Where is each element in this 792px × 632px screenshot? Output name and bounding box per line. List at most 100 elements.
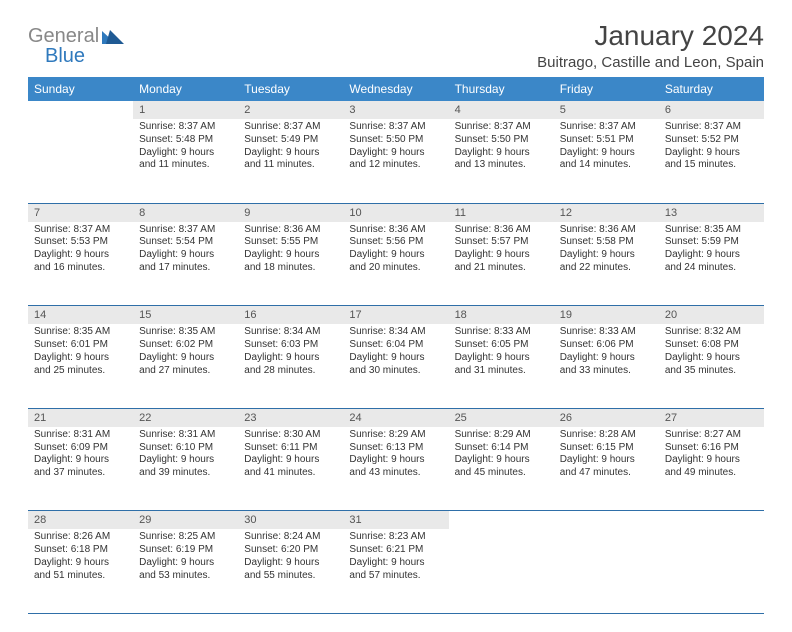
day1-line: Daylight: 9 hours <box>349 352 442 365</box>
day1-line: Daylight: 9 hours <box>139 352 232 365</box>
weekday-header: Saturday <box>659 77 764 101</box>
day1-line: Daylight: 9 hours <box>455 147 548 160</box>
sunrise-line: Sunrise: 8:37 AM <box>349 121 442 134</box>
day-cell: Sunrise: 8:29 AMSunset: 6:14 PMDaylight:… <box>449 427 554 511</box>
day-cell-body: Sunrise: 8:33 AMSunset: 6:06 PMDaylight:… <box>554 324 659 381</box>
weekday-header: Friday <box>554 77 659 101</box>
day-number: 4 <box>449 101 554 119</box>
sunrise-line: Sunrise: 8:26 AM <box>34 531 127 544</box>
day-number: 27 <box>659 409 764 427</box>
sunset-line: Sunset: 6:10 PM <box>139 442 232 455</box>
day-number: 29 <box>133 511 238 529</box>
day-number: 19 <box>554 306 659 324</box>
day-cell-body: Sunrise: 8:33 AMSunset: 6:05 PMDaylight:… <box>449 324 554 381</box>
day-number: 3 <box>343 101 448 119</box>
day1-line: Daylight: 9 hours <box>34 249 127 262</box>
sunrise-line: Sunrise: 8:35 AM <box>665 224 758 237</box>
day-cell-body: Sunrise: 8:36 AMSunset: 5:57 PMDaylight:… <box>449 222 554 279</box>
weekday-header: Tuesday <box>238 77 343 101</box>
day-cell <box>659 529 764 613</box>
day2-line: and 30 minutes. <box>349 365 442 378</box>
day-cell: Sunrise: 8:37 AMSunset: 5:50 PMDaylight:… <box>449 119 554 203</box>
day1-line: Daylight: 9 hours <box>244 249 337 262</box>
sunset-line: Sunset: 6:15 PM <box>560 442 653 455</box>
day-cell-body: Sunrise: 8:37 AMSunset: 5:49 PMDaylight:… <box>238 119 343 176</box>
day-cell-body: Sunrise: 8:27 AMSunset: 6:16 PMDaylight:… <box>659 427 764 484</box>
sunrise-line: Sunrise: 8:30 AM <box>244 429 337 442</box>
sunrise-line: Sunrise: 8:36 AM <box>455 224 548 237</box>
sunrise-line: Sunrise: 8:35 AM <box>139 326 232 339</box>
day-cell-body: Sunrise: 8:37 AMSunset: 5:51 PMDaylight:… <box>554 119 659 176</box>
day2-line: and 35 minutes. <box>665 365 758 378</box>
day-cell: Sunrise: 8:33 AMSunset: 6:06 PMDaylight:… <box>554 324 659 408</box>
day-cell: Sunrise: 8:34 AMSunset: 6:04 PMDaylight:… <box>343 324 448 408</box>
day-number: 5 <box>554 101 659 119</box>
weekday-header: Thursday <box>449 77 554 101</box>
logo-top-line: General <box>28 26 126 46</box>
sunrise-line: Sunrise: 8:36 AM <box>349 224 442 237</box>
day-cell-body: Sunrise: 8:26 AMSunset: 6:18 PMDaylight:… <box>28 529 133 586</box>
sunrise-line: Sunrise: 8:24 AM <box>244 531 337 544</box>
day-cell-body: Sunrise: 8:36 AMSunset: 5:58 PMDaylight:… <box>554 222 659 279</box>
day-number: 8 <box>133 204 238 222</box>
day-number: 18 <box>449 306 554 324</box>
day2-line: and 51 minutes. <box>34 570 127 583</box>
sunset-line: Sunset: 6:18 PM <box>34 544 127 557</box>
sunrise-line: Sunrise: 8:31 AM <box>139 429 232 442</box>
day-number <box>554 511 659 515</box>
sunset-line: Sunset: 5:58 PM <box>560 236 653 249</box>
day-cell: Sunrise: 8:32 AMSunset: 6:08 PMDaylight:… <box>659 324 764 408</box>
day-cell: Sunrise: 8:29 AMSunset: 6:13 PMDaylight:… <box>343 427 448 511</box>
sunset-line: Sunset: 6:14 PM <box>455 442 548 455</box>
sunrise-line: Sunrise: 8:36 AM <box>560 224 653 237</box>
sunrise-line: Sunrise: 8:23 AM <box>349 531 442 544</box>
day1-line: Daylight: 9 hours <box>665 454 758 467</box>
day1-line: Daylight: 9 hours <box>244 557 337 570</box>
day2-line: and 12 minutes. <box>349 159 442 172</box>
day1-line: Daylight: 9 hours <box>665 249 758 262</box>
day1-line: Daylight: 9 hours <box>349 147 442 160</box>
day2-line: and 11 minutes. <box>244 159 337 172</box>
day1-line: Daylight: 9 hours <box>139 249 232 262</box>
day-number: 21 <box>28 409 133 427</box>
day1-line: Daylight: 9 hours <box>455 249 548 262</box>
day-number: 17 <box>343 306 448 324</box>
sunset-line: Sunset: 5:56 PM <box>349 236 442 249</box>
header-row: General Blue January 2024 Buitrago, Cast… <box>28 20 764 71</box>
day-cell: Sunrise: 8:28 AMSunset: 6:15 PMDaylight:… <box>554 427 659 511</box>
sunrise-line: Sunrise: 8:37 AM <box>560 121 653 134</box>
day1-line: Daylight: 9 hours <box>349 249 442 262</box>
day1-line: Daylight: 9 hours <box>34 352 127 365</box>
sunrise-line: Sunrise: 8:29 AM <box>455 429 548 442</box>
sunrise-line: Sunrise: 8:31 AM <box>34 429 127 442</box>
day1-line: Daylight: 9 hours <box>560 249 653 262</box>
day1-line: Daylight: 9 hours <box>139 557 232 570</box>
day-number: 7 <box>28 204 133 222</box>
day2-line: and 49 minutes. <box>665 467 758 480</box>
day2-line: and 24 minutes. <box>665 262 758 275</box>
weekday-header: Wednesday <box>343 77 448 101</box>
day-cell: Sunrise: 8:30 AMSunset: 6:11 PMDaylight:… <box>238 427 343 511</box>
day-cell-body: Sunrise: 8:34 AMSunset: 6:03 PMDaylight:… <box>238 324 343 381</box>
day-cell: Sunrise: 8:34 AMSunset: 6:03 PMDaylight:… <box>238 324 343 408</box>
sunset-line: Sunset: 6:02 PM <box>139 339 232 352</box>
day2-line: and 39 minutes. <box>139 467 232 480</box>
day1-line: Daylight: 9 hours <box>349 454 442 467</box>
sunset-line: Sunset: 6:21 PM <box>349 544 442 557</box>
day2-line: and 37 minutes. <box>34 467 127 480</box>
day2-line: and 31 minutes. <box>455 365 548 378</box>
daynum-row: 14151617181920 <box>28 306 764 325</box>
day-cell: Sunrise: 8:36 AMSunset: 5:56 PMDaylight:… <box>343 222 448 306</box>
weekday-header: Sunday <box>28 77 133 101</box>
day-cell: Sunrise: 8:37 AMSunset: 5:53 PMDaylight:… <box>28 222 133 306</box>
day2-line: and 22 minutes. <box>560 262 653 275</box>
day-cell: Sunrise: 8:37 AMSunset: 5:48 PMDaylight:… <box>133 119 238 203</box>
day-cell: Sunrise: 8:31 AMSunset: 6:09 PMDaylight:… <box>28 427 133 511</box>
day-cell-body: Sunrise: 8:31 AMSunset: 6:09 PMDaylight:… <box>28 427 133 484</box>
day-cell-body: Sunrise: 8:30 AMSunset: 6:11 PMDaylight:… <box>238 427 343 484</box>
day-number <box>659 511 764 515</box>
sunset-line: Sunset: 5:52 PM <box>665 134 758 147</box>
day-cell: Sunrise: 8:36 AMSunset: 5:55 PMDaylight:… <box>238 222 343 306</box>
day-number: 6 <box>659 101 764 119</box>
day-cell-body: Sunrise: 8:35 AMSunset: 5:59 PMDaylight:… <box>659 222 764 279</box>
